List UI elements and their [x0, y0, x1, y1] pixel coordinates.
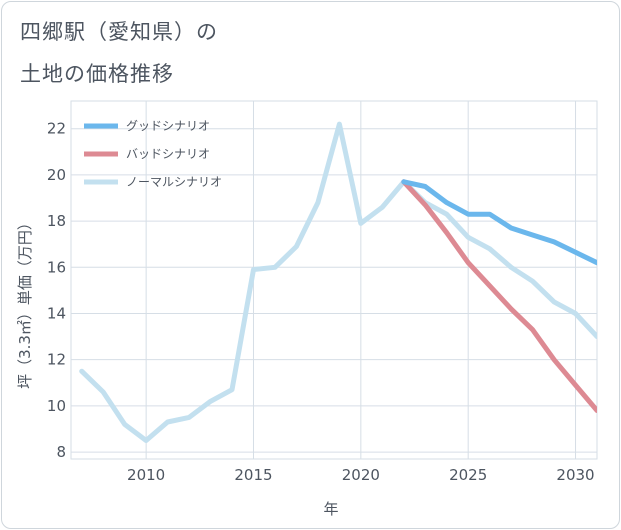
- good-scenario-line: [401, 179, 597, 266]
- grid: [70, 100, 598, 460]
- x-tick-label: 2010: [127, 466, 165, 484]
- x-axis-label: 年: [323, 500, 338, 518]
- series-lines: [79, 121, 597, 443]
- y-tick-label: 14: [47, 304, 66, 322]
- y-tick-label: 22: [47, 120, 66, 138]
- y-tick-label: 8: [56, 443, 66, 461]
- legend-good-scenario-label: グッドシナリオ: [126, 119, 210, 133]
- y-tick-label: 10: [47, 397, 66, 415]
- y-tick-label: 20: [47, 166, 66, 184]
- axis-ticks: 2010 2015 2020 2025 2030 8 10 12 14 16 18 20 22: [47, 120, 595, 484]
- legend-normal-scenario-label: ノーマルシナリオ: [126, 175, 222, 189]
- x-tick-label: 2015: [234, 466, 272, 484]
- y-tick-label: 16: [47, 258, 66, 276]
- y-tick-label: 18: [47, 212, 66, 230]
- plot-frame: [70, 100, 598, 460]
- bad-scenario-line: [401, 179, 597, 413]
- x-tick-label: 2020: [342, 466, 380, 484]
- x-tick-label: 2025: [449, 466, 487, 484]
- chart-title-line1: 四郷駅（愛知県）の: [20, 20, 218, 44]
- chart-title-line2: 土地の価格推移: [20, 62, 174, 86]
- y-axis-label: 坪（3.3㎡）単価（万円）: [16, 215, 34, 389]
- legend-bad-scenario-label: バッドシナリオ: [126, 147, 210, 161]
- normal-scenario-line: [79, 121, 597, 443]
- y-tick-label: 12: [47, 351, 66, 369]
- x-tick-label: 2030: [556, 466, 594, 484]
